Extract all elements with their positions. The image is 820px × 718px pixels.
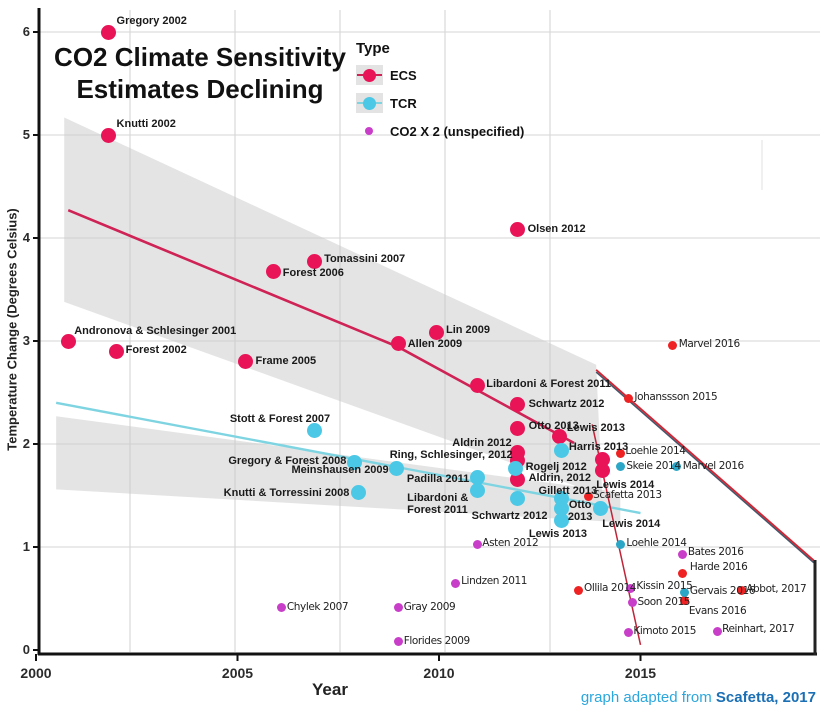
legend-item-ecs: ECS bbox=[356, 65, 524, 85]
legend-item-tcr: TCR bbox=[356, 93, 524, 113]
legend-key-swatch bbox=[356, 93, 383, 113]
legend-item-label: TCR bbox=[390, 95, 417, 111]
legend-item-label: CO2 X 2 (unspecified) bbox=[390, 123, 525, 139]
chart-title: CO2 Climate Sensitivity Estimates Declin… bbox=[30, 42, 370, 105]
source-caption: graph adapted from Scafetta, 2017 bbox=[581, 689, 816, 706]
trend-line-shadow bbox=[595, 371, 815, 564]
legend-marker-icon bbox=[363, 96, 376, 110]
legend: Type ECS TCR CO2 X 2 (unspecified) bbox=[356, 40, 524, 149]
legend-marker-icon bbox=[365, 127, 373, 135]
legend-rows: ECS TCR CO2 X 2 (unspecified) bbox=[356, 65, 524, 141]
caption-source-link[interactable]: Scafetta, 2017 bbox=[715, 689, 816, 706]
caption-prefix: graph adapted from bbox=[580, 689, 712, 706]
x-axis-title: Year bbox=[312, 680, 348, 699]
legend-marker-icon bbox=[363, 68, 376, 82]
chart-title-line1: CO2 Climate Sensitivity bbox=[54, 42, 346, 72]
legend-key-swatch bbox=[356, 65, 383, 85]
legend-item-co2-x-2-unspecified-: CO2 X 2 (unspecified) bbox=[356, 121, 524, 141]
trend-line bbox=[591, 424, 642, 646]
chart-title-line2: Estimates Declining bbox=[76, 73, 324, 104]
y-axis-title: Temperature Change (Degrees Celsius) bbox=[4, 208, 20, 451]
legend-key-dot bbox=[356, 121, 383, 141]
legend-item-label: ECS bbox=[390, 67, 417, 83]
legend-title: Type bbox=[356, 40, 390, 57]
confidence-band bbox=[64, 117, 603, 496]
trend-line bbox=[595, 369, 815, 562]
